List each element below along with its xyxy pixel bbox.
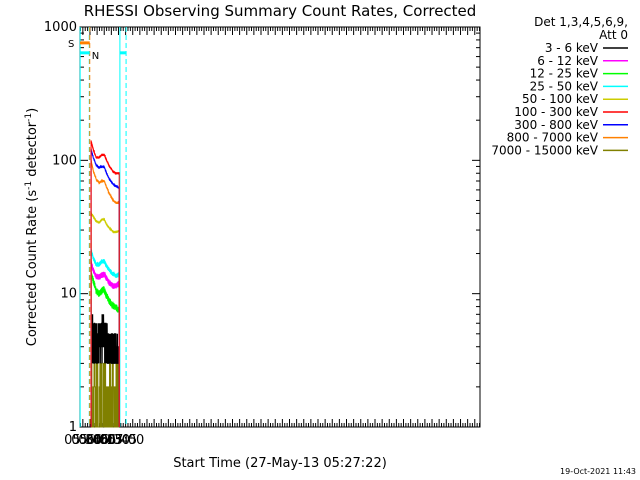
x-axis-label: Start Time (27-May-13 05:27:22) [173,456,387,471]
series-line-7 [90,158,120,427]
x-tick-label: 05:30 [64,433,101,448]
x-tick-label: 06:45 [100,433,137,448]
legend-label: 3 - 6 keV [545,41,599,55]
y-tick-label: 1000 [44,20,77,35]
y-axis-label-end: ) [25,108,40,113]
series-line-5 [90,140,120,427]
legend-header-line-2: Att 0 [599,28,628,42]
y-tick-label: 100 [52,153,77,168]
legend-label: 6 - 12 keV [537,54,599,68]
series-line-3 [90,248,120,427]
x-tick-label: 05:45 [71,433,108,448]
y-axis-label-sup2: -1 [24,113,34,122]
x-tick-label: 06:15 [85,433,122,448]
flag-bar-label: S [68,39,74,50]
x-tick-label: 06:00 [78,433,115,448]
series-line-2 [90,271,120,427]
series-line-0 [90,313,120,427]
x-tick-label: 06:30 [93,433,130,448]
y-axis-label-mid: detector [25,121,40,181]
y-tick-label: 1 [69,420,77,435]
series-group [90,140,120,428]
flag-bar-label: N [92,51,99,62]
chart-title: RHESSI Observing Summary Count Rates, Co… [84,2,477,20]
flag-vlines [79,27,127,427]
y-axis-label: Corrected Count Rate (s-1 detector-1) [24,108,40,346]
flag-bars: SN [68,39,126,62]
timestamp: 19-Oct-2021 11:43 [560,467,636,476]
legend-label: 12 - 25 keV [530,67,599,81]
y-tick-labels: 1 10 100 1000 [44,20,77,435]
series-line-1 [90,261,120,427]
y-axis-label-sup1: -1 [24,181,34,190]
legend-label: 50 - 100 keV [522,92,599,106]
series-line-6 [90,148,120,427]
legend-label: 100 - 300 keV [514,105,598,119]
y-axis-label-main: Corrected Count Rate (s [25,190,40,347]
legend-header-line-1: Det 1,3,4,5,6,9, [534,15,628,29]
legend-label: 25 - 50 keV [530,79,599,93]
legend-label: 800 - 7000 keV [507,131,599,145]
x-tick-label: 07:00 [107,433,144,448]
legend-label: 300 - 800 keV [514,118,598,132]
series-line-4 [90,211,120,427]
legend-label: 7000 - 15000 keV [491,143,598,157]
y-tick-label: 10 [60,287,77,302]
